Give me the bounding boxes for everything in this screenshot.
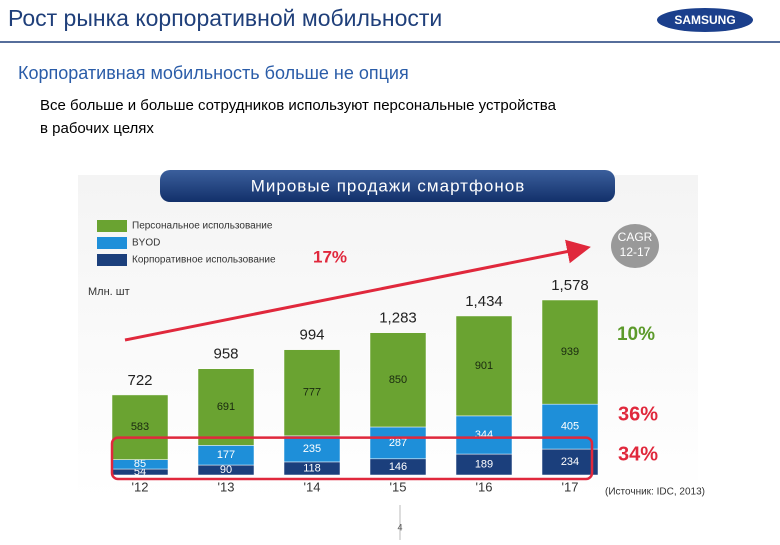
body-line: в рабочих целях xyxy=(40,120,154,137)
segment-label: 777 xyxy=(303,387,321,399)
slide-subtitle: Корпоративная мобильность больше не опци… xyxy=(18,63,409,83)
segment-label: 939 xyxy=(561,346,579,358)
bar-segment xyxy=(369,332,427,428)
x-tick-label: '12 xyxy=(132,479,149,494)
cagr-byod: 36% xyxy=(618,403,658,425)
segment-label: 287 xyxy=(389,437,407,449)
logo: SAMSUNG xyxy=(674,13,735,27)
bar-segment xyxy=(283,349,341,437)
total-label: 1,283 xyxy=(379,310,417,327)
cagr-badge xyxy=(611,224,659,268)
bar-segment xyxy=(541,448,599,476)
bar-segment xyxy=(197,368,255,446)
legend-label: Корпоративное использование xyxy=(132,255,276,266)
legend-label: Персональное использование xyxy=(132,221,273,232)
legend-swatch xyxy=(97,237,127,249)
cagr-corporate: 34% xyxy=(618,443,658,465)
cagr-personal: 10% xyxy=(617,324,655,345)
segment-label: 405 xyxy=(561,420,579,432)
logo-shape xyxy=(657,8,753,32)
bar-segment xyxy=(283,435,341,463)
y-axis-label: Млн. шт xyxy=(88,286,130,298)
cagr-label: 12-17 xyxy=(620,245,651,259)
cagr-label: CAGR xyxy=(618,230,653,244)
total-label: 1,434 xyxy=(465,293,503,310)
segment-label: 583 xyxy=(131,421,149,433)
legend-swatch xyxy=(97,254,127,266)
page-number: 4 xyxy=(397,522,402,532)
segment-label: 344 xyxy=(475,429,493,441)
bar-segment xyxy=(111,394,169,460)
slide-title: Рост рынка корпоративной мобильности xyxy=(8,5,442,31)
segment-label: 234 xyxy=(561,456,579,468)
x-tick-label: '17 xyxy=(562,479,579,494)
chart-title: Мировые продажи смартфонов xyxy=(251,176,526,195)
growth-label: 17% xyxy=(313,247,347,266)
total-label: 722 xyxy=(127,372,152,389)
highlight-box xyxy=(110,436,594,481)
segment-label: 189 xyxy=(475,458,493,470)
body-line: Все больше и больше сотрудников использу… xyxy=(40,97,557,114)
segment-label: 146 xyxy=(389,461,407,473)
legend-swatch xyxy=(97,220,127,232)
total-label: 1,578 xyxy=(551,277,589,294)
bar-segment xyxy=(455,415,513,455)
segment-label: 901 xyxy=(475,360,493,372)
total-label: 994 xyxy=(299,327,324,344)
bar-segment xyxy=(541,299,599,405)
segment-label: 691 xyxy=(217,401,235,413)
x-tick-label: '13 xyxy=(218,479,235,494)
x-tick-label: '14 xyxy=(304,479,321,494)
legend-label: BYOD xyxy=(132,238,160,249)
bar-segment xyxy=(455,315,513,417)
bar-segment xyxy=(369,426,427,460)
x-tick-label: '16 xyxy=(476,479,493,494)
segment-label: 118 xyxy=(303,462,321,474)
chart-banner xyxy=(160,170,615,202)
total-label: 958 xyxy=(213,346,238,363)
plot: Персональное использование BYOD Корпоратив… xyxy=(97,220,599,494)
source: (Источник: IDC, 2013) xyxy=(605,487,705,498)
segment-label: 235 xyxy=(303,443,321,455)
segment-label: 90 xyxy=(220,464,232,476)
segment-label: 177 xyxy=(217,449,235,461)
x-tick-label: '15 xyxy=(390,479,407,494)
growth-arrow xyxy=(124,239,591,342)
segment-label: 850 xyxy=(389,374,407,386)
segment-label: 85 xyxy=(134,458,146,470)
